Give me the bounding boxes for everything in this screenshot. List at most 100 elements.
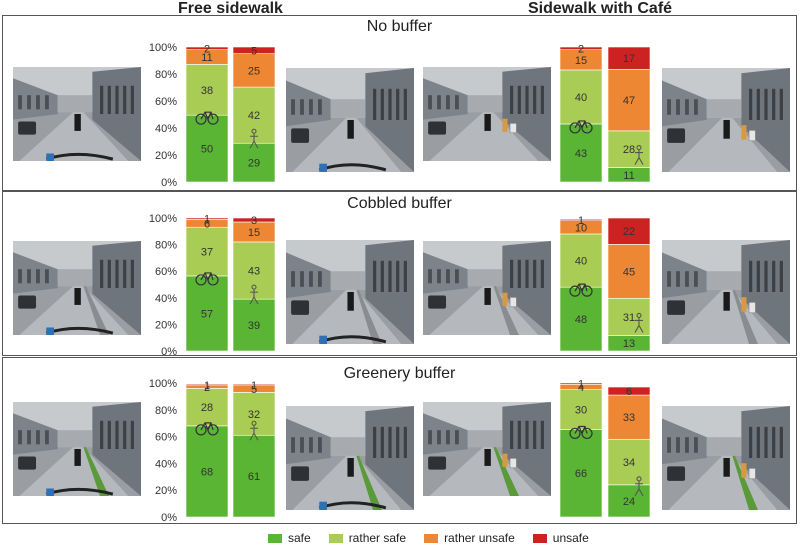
data-label: 34	[623, 457, 635, 469]
bar-segment-unsafe-cyclist	[559, 46, 603, 50]
data-label: 5	[251, 45, 257, 57]
street-scene-cafe-greenery-side	[662, 406, 790, 510]
bicycle-icon	[569, 283, 593, 297]
data-label: 1	[204, 380, 210, 392]
y-tick-label: 40%	[155, 458, 177, 470]
bar-segment-rather-safe-cyclist	[559, 69, 603, 125]
bar-segment-rather-safe-cyclist	[185, 64, 229, 116]
data-label: 6	[204, 218, 210, 230]
y-tick-label: 60%	[155, 96, 177, 108]
data-label: 10	[575, 222, 587, 234]
street-scene-cafe-none-side	[662, 68, 790, 172]
bar-segment-safe-pedestrian	[232, 298, 276, 352]
bar-segment-unsafe-cyclist	[185, 217, 229, 220]
legend-label: unsafe	[552, 531, 589, 545]
pedestrian-icon	[249, 420, 259, 441]
y-tick-label: 100%	[149, 42, 177, 54]
bar-segment-rather-safe-cyclist	[185, 226, 229, 277]
data-label: 32	[248, 409, 260, 421]
data-label: 29	[248, 158, 260, 170]
data-label: 42	[248, 110, 260, 122]
bar-segment-unsafe-cyclist	[559, 382, 603, 385]
column-header-free-sidewalk: Free sidewalk	[178, 0, 283, 17]
y-tick-label: 60%	[155, 432, 177, 444]
data-label: 43	[575, 148, 587, 160]
y-tick-label: 0%	[161, 346, 177, 358]
data-label: 25	[248, 65, 260, 77]
y-tick-label: 40%	[155, 123, 177, 135]
y-tick-label: 20%	[155, 150, 177, 162]
y-tick-label: 80%	[155, 405, 177, 417]
street-scene-cafe-cobbled-side	[662, 240, 790, 344]
bicycle-icon	[569, 120, 593, 134]
bar-segment-rather-unsafe-pedestrian	[232, 53, 276, 88]
bar-segment-rather-safe-pedestrian	[607, 130, 651, 168]
street-scene-free-none-side	[286, 68, 414, 172]
data-label: 15	[575, 55, 587, 67]
bicycle-icon	[569, 425, 593, 440]
street-scene-free-none-front	[13, 67, 141, 161]
data-label: 15	[248, 227, 260, 239]
bicycle-icon	[195, 111, 219, 125]
chart-no-buffer-sidewalk-with-caf: 43 40 152 11 28 47 17	[559, 43, 651, 183]
legend-label: rather safe	[348, 531, 407, 545]
street-scene-free-greenery-front	[13, 402, 141, 496]
pedestrian-icon	[249, 128, 259, 149]
panel-title: Cobbled buffer	[347, 195, 452, 212]
street-scene-free-greenery-side	[286, 406, 414, 510]
y-tick-label: 100%	[149, 378, 177, 390]
bar-segment-safe-pedestrian	[232, 142, 276, 183]
data-label: 1	[578, 215, 584, 227]
data-label: 50	[201, 144, 213, 156]
y-tick-label: 100%	[149, 213, 177, 225]
bar-segment-unsafe-pedestrian	[607, 46, 651, 70]
bar-segment-safe-cyclist	[559, 429, 603, 518]
bar-segment-rather-safe-cyclist	[559, 389, 603, 430]
street-scene-cafe-greenery-front	[423, 402, 551, 496]
legend: safe rather safe rather unsafe unsafe	[268, 531, 607, 545]
y-tick-label: 80%	[155, 69, 177, 81]
legend-swatch	[328, 533, 343, 543]
bicycle-icon	[195, 422, 219, 436]
pedestrian-icon	[634, 476, 644, 497]
panel-title: No buffer	[366, 18, 433, 35]
y-tick-label: 0%	[161, 177, 177, 189]
data-label: 11	[623, 170, 634, 182]
data-label: 33	[623, 412, 635, 424]
bar-segment-unsafe-pedestrian	[232, 384, 276, 386]
y-tick-label: 80%	[155, 240, 177, 252]
data-label: 31	[623, 312, 635, 324]
data-label: 40	[575, 92, 587, 104]
legend-item-safe: safe	[268, 531, 311, 545]
y-tick-label: 20%	[155, 485, 177, 497]
bar-segment-safe-cyclist	[559, 286, 603, 352]
legend-label: safe	[288, 531, 311, 545]
data-label: 1	[578, 379, 584, 391]
bar-segment-safe-pedestrian	[232, 434, 276, 518]
legend-item-rather-unsafe: rather unsafe	[424, 531, 515, 545]
data-label: 6	[626, 386, 632, 398]
legend-swatch	[268, 533, 282, 543]
bar-segment-rather-safe-pedestrian	[607, 438, 651, 486]
data-label: 24	[623, 496, 635, 508]
street-scene-free-cobbled-front	[13, 241, 141, 335]
chart-greenery-buffer-sidewalk-with-caf: 66 30 41 24 34 33 6	[559, 379, 651, 518]
bicycle-icon	[195, 272, 219, 286]
bar-segment-rather-safe-cyclist	[559, 233, 603, 288]
bar-segment-unsafe-cyclist	[185, 384, 229, 386]
data-label: 43	[248, 266, 260, 278]
y-tick-label: 60%	[155, 266, 177, 278]
data-label: 2	[578, 43, 584, 55]
y-tick-label: 20%	[155, 319, 177, 331]
bar-segment-rather-safe-cyclist	[185, 388, 229, 427]
data-label: 2	[204, 43, 210, 55]
data-label: 5	[251, 384, 257, 396]
data-label: 28	[201, 402, 213, 414]
street-scene-free-cobbled-side	[286, 240, 414, 344]
bar-segment-rather-unsafe-pedestrian	[607, 244, 651, 299]
bar-segment-safe-cyclist	[185, 425, 229, 518]
bar-segment-unsafe-pedestrian	[607, 386, 651, 396]
bar-segment-rather-unsafe-pedestrian	[607, 394, 651, 440]
